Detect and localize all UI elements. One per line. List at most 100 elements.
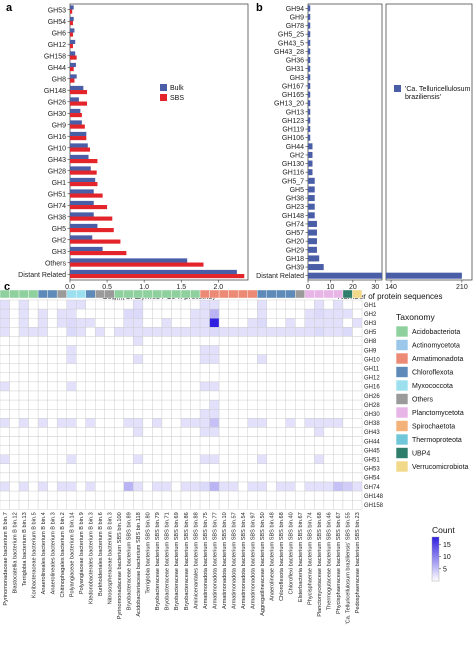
heatmap-cell-gh8-1 <box>9 336 20 346</box>
ytick-label-b: GH9 <box>290 14 305 21</box>
heatmap-cell-gh45-31 <box>295 445 306 455</box>
heatmap-cell-gh12-20 <box>190 372 201 383</box>
heatmap-column-label: Polyangiaceae bacterium B bin.9 <box>79 512 85 594</box>
heatmap-cell-gh1-33 <box>314 299 325 310</box>
heatmap-cell-gh5-20 <box>190 327 201 337</box>
heatmap-cell-gh11-23 <box>218 363 229 374</box>
heatmap-column-label: Bryobacteraceae bacterium SBS bin.69 <box>174 512 180 610</box>
heatmap-cell-gh38-24 <box>228 418 239 428</box>
heatmap-cell-gh12-18 <box>171 372 182 383</box>
heatmap-cell-gh54-30 <box>285 472 296 483</box>
colorbar <box>431 536 440 582</box>
taxonomy-legend-swatch-acidobacteriota <box>395 325 409 338</box>
heatmap-cell-gh74-20 <box>190 481 201 492</box>
heatmap-cell-gh8-29 <box>276 336 286 346</box>
panel-label-a: a <box>6 2 13 14</box>
bar-a-bulk-gh16 <box>70 131 87 137</box>
heatmap-cell-gh16-15 <box>142 381 153 392</box>
xtick-label-b-left: 20 <box>349 284 357 291</box>
heatmap-cell-gh12-34 <box>323 372 334 383</box>
heatmap-cell-gh12-14 <box>133 372 144 383</box>
bar-a-sbs-gh1 <box>70 182 98 187</box>
heatmap-cell-gh9-32 <box>304 345 315 355</box>
heatmap-cell-gh74-27 <box>257 481 267 492</box>
heatmap-cell-gh28-11 <box>104 399 115 410</box>
heatmap-cell-gh45-12 <box>114 445 125 455</box>
heatmap-cell-gh8-22 <box>209 336 220 346</box>
heatmap-cell-gh8-12 <box>114 336 125 346</box>
heatmap-cell-gh38-20 <box>190 418 201 428</box>
heatmap-cell-gh11-8 <box>76 363 86 374</box>
heatmap-cell-gh74-25 <box>237 481 248 492</box>
heatmap-row-label: GH74 <box>364 485 380 491</box>
bar-b-gh13_20 <box>308 100 311 107</box>
heatmap-cell-gh30-14 <box>133 409 144 419</box>
heatmap-cell-gh158-24 <box>228 500 239 510</box>
heatmap-cell-gh8-35 <box>333 336 344 346</box>
heatmap-cell-gh8-32 <box>304 336 315 346</box>
heatmap-cell-gh16-33 <box>314 381 325 392</box>
heatmap-cell-gh54-11 <box>104 472 115 483</box>
heatmap-cell-gh44-26 <box>247 436 258 446</box>
heatmap-cell-gh30-11 <box>104 409 115 419</box>
heatmap-cell-gh5-24 <box>228 327 239 337</box>
ytick-label-a: GH30 <box>48 111 66 118</box>
heatmap-cell-gh9-27 <box>257 345 267 355</box>
heatmap-cell-gh1-3 <box>28 299 39 310</box>
taxonomy-strip-cell <box>0 289 10 299</box>
heatmap-cell-gh148-22 <box>209 490 220 501</box>
heatmap-cell-gh54-22 <box>209 472 220 483</box>
heatmap-cell-gh51-17 <box>161 454 172 465</box>
taxonomy-strip-cell <box>180 289 191 299</box>
heatmap-cell-gh9-29 <box>276 345 286 355</box>
heatmap-cell-gh43-13 <box>123 427 134 437</box>
heatmap-cell-gh44-25 <box>237 436 248 446</box>
heatmap-cell-gh9-1 <box>9 345 20 355</box>
heatmap-cell-gh28-20 <box>190 399 201 410</box>
heatmap-cell-gh5-33 <box>314 327 325 337</box>
heatmap-cell-gh44-24 <box>228 436 239 446</box>
heatmap-cell-gh38-30 <box>285 418 296 428</box>
ytick-label-b: GH74 <box>286 221 304 228</box>
heatmap-cell-gh12-29 <box>276 372 286 383</box>
heatmap-cell-gh38-19 <box>180 418 191 428</box>
heatmap-cell-gh10-29 <box>276 354 286 364</box>
heatmap-cell-gh16-11 <box>104 381 115 392</box>
heatmap-cell-gh51-29 <box>276 454 286 465</box>
heatmap-cell-gh44-32 <box>304 436 315 446</box>
heatmap-cell-gh38-37 <box>352 418 363 428</box>
heatmap-column-label: Phycisphaeraceae bacterium SBS bin.67 <box>336 512 342 614</box>
heatmap-cell-gh2-1 <box>9 308 20 319</box>
heatmap-cell-gh8-18 <box>171 336 182 346</box>
heatmap-cell-gh45-9 <box>85 445 96 455</box>
xtick-label-a: 2.0 <box>213 284 223 291</box>
heatmap-cell-gh26-3 <box>28 390 39 401</box>
heatmap-cell-gh51-4 <box>37 454 48 465</box>
heatmap-column-label: Anaerolineales bacterium B bin.4 <box>41 512 47 594</box>
ytick-label-a: GH28 <box>48 168 66 175</box>
heatmap-column-label: Chloroflexota bacterium SBS bin.68 <box>279 512 285 601</box>
bar-a-bulk-gh12 <box>70 39 76 45</box>
heatmap-cell-gh30-12 <box>114 409 125 419</box>
heatmap-cell-gh45-19 <box>180 445 191 455</box>
heatmap-cell-gh8-37 <box>352 336 363 346</box>
heatmap-cell-gh8-2 <box>18 336 29 346</box>
heatmap-cell-gh44-13 <box>123 436 134 446</box>
heatmap-cell-gh26-18 <box>171 390 182 401</box>
heatmap-cell-gh53-35 <box>333 463 344 474</box>
heatmap-cell-gh45-33 <box>314 445 325 455</box>
heatmap-cell-gh30-21 <box>199 409 210 419</box>
heatmap-cell-gh9-14 <box>133 345 144 355</box>
heatmap-cell-gh51-31 <box>295 454 306 465</box>
heatmap-cell-gh8-0 <box>0 336 10 346</box>
heatmap-cell-gh74-28 <box>266 481 277 492</box>
heatmap-column-label: Acidobacteriaceae bacterium SBS bin.118 <box>136 512 142 616</box>
heatmap-cell-gh43-0 <box>0 427 10 437</box>
bar-a-bulk-gh5 <box>70 223 98 229</box>
heatmap-cell-gh30-23 <box>218 409 229 419</box>
heatmap-cell-gh51-10 <box>95 454 105 465</box>
heatmap-cell-gh38-1 <box>9 418 20 428</box>
heatmap-cell-gh158-3 <box>28 500 39 510</box>
heatmap-cell-gh11-19 <box>180 363 191 374</box>
heatmap-cell-gh8-23 <box>218 336 229 346</box>
